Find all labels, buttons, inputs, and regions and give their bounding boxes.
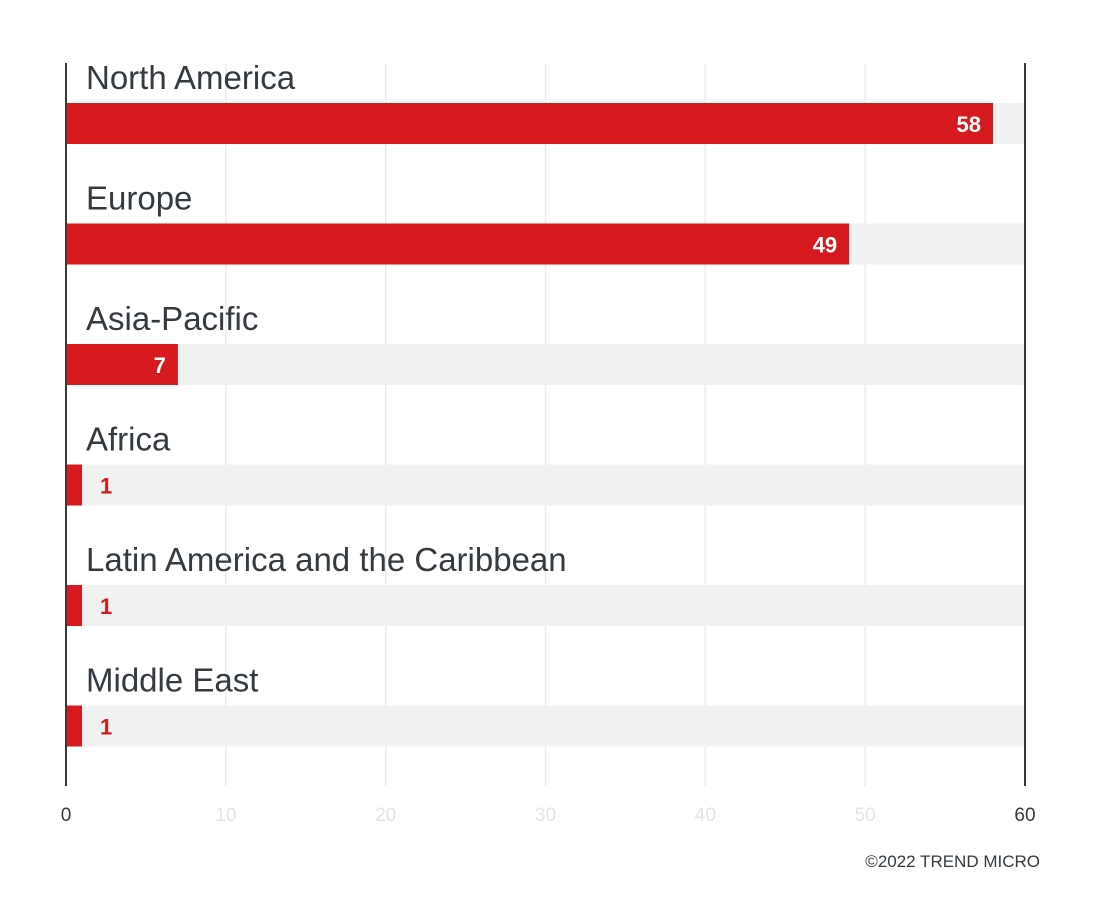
bars [66,103,994,747]
bar [66,585,82,626]
bar [66,344,178,385]
x-tick-label: 40 [695,805,716,826]
x-tick-label: 60 [1014,805,1035,826]
x-tick-label: 20 [375,805,396,826]
gridlines [225,63,866,786]
value-labels: 58 49 7 1 1 1 [100,112,981,740]
value-label: 7 [154,353,166,378]
bar [66,705,82,747]
x-axis-ticks: 0 10 20 30 40 50 60 [61,805,1036,826]
value-label: 1 [100,715,112,740]
category-label: Asia-Pacific [86,300,258,337]
category-label: Europe [86,180,192,217]
category-label: North America [86,59,296,96]
copyright-text: ©2022 TREND MICRO [865,852,1040,871]
axis-lines [65,63,1026,786]
bar-track [66,464,1025,506]
x-tick-label: 0 [61,805,72,826]
value-label: 1 [100,474,112,499]
value-label: 49 [813,233,837,258]
category-labels: North America Europe Asia-Pacific Africa Lat… [86,59,567,699]
value-label: 58 [957,112,981,137]
bar-track [66,705,1025,747]
value-label: 1 [100,594,112,619]
bar [66,103,994,144]
bar-track [66,585,1025,626]
category-label: Middle East [86,662,258,699]
x-tick-label: 10 [215,805,236,826]
bar [66,223,850,265]
bar-track [66,344,1025,385]
category-label: Latin America and the Caribbean [86,541,567,578]
x-tick-label: 50 [855,805,876,826]
x-tick-label: 30 [535,805,556,826]
bar [66,464,82,506]
category-label: Africa [86,421,171,458]
